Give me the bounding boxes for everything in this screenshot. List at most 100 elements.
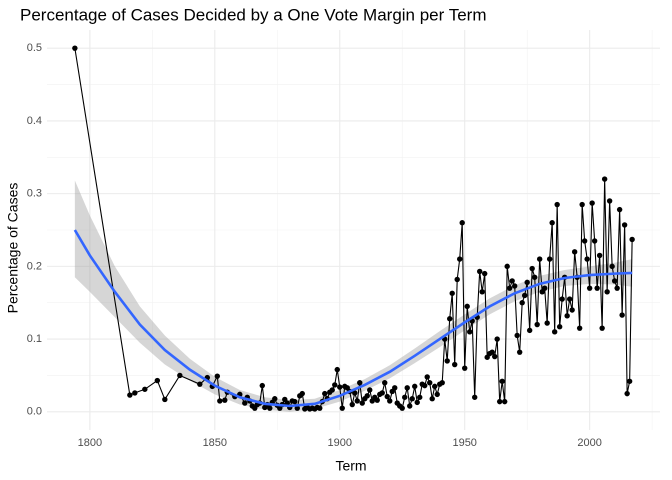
data-point (329, 387, 335, 393)
data-point (629, 236, 635, 243)
x-tick-label: 1800 (78, 437, 102, 449)
data-point (352, 390, 358, 396)
data-point (499, 378, 505, 384)
data-point (589, 200, 595, 206)
data-point (529, 265, 535, 272)
data-point (596, 252, 603, 259)
data-point (382, 380, 388, 386)
data-point (556, 324, 563, 330)
data-point (359, 400, 365, 406)
data-point (402, 394, 408, 400)
data-point (267, 405, 273, 411)
y-tick-label: 0.3 (27, 188, 42, 200)
data-point (481, 270, 488, 277)
data-point (489, 349, 495, 355)
data-point (476, 268, 483, 275)
data-point (337, 384, 343, 390)
data-point (349, 401, 355, 408)
data-point (242, 400, 248, 406)
data-point (614, 285, 620, 291)
data-point (531, 274, 538, 280)
data-point (519, 300, 525, 306)
data-point (357, 380, 363, 386)
data-point (299, 390, 305, 397)
data-point (412, 383, 418, 390)
data-point (414, 399, 420, 406)
data-point (566, 296, 573, 302)
y-tick-label: 0.5 (27, 42, 42, 54)
data-line (74, 48, 633, 411)
data-point (444, 358, 450, 364)
data-point (132, 390, 138, 396)
data-point (619, 312, 625, 318)
data-point (407, 403, 413, 409)
y-tick-label: 0.0 (27, 406, 42, 418)
data-point (606, 198, 613, 204)
data-point (417, 394, 423, 400)
data-point (432, 383, 438, 390)
data-point (317, 405, 323, 411)
x-tick-label: 1850 (203, 437, 227, 449)
data-point (399, 405, 405, 411)
data-point (599, 325, 605, 331)
data-point (506, 285, 513, 291)
data-point (142, 386, 148, 392)
data-point (334, 366, 340, 373)
data-point (434, 391, 440, 398)
data-point (604, 289, 610, 295)
data-point (551, 329, 558, 335)
data-point (526, 327, 533, 334)
data-point (127, 392, 133, 398)
data-point (544, 320, 550, 326)
data-point (511, 283, 518, 289)
data-point (339, 405, 345, 411)
data-point (379, 390, 385, 396)
data-point (626, 378, 633, 384)
data-point (579, 201, 585, 208)
data-point (491, 353, 498, 360)
data-point (449, 290, 455, 296)
data-point (524, 279, 530, 286)
data-point (424, 374, 430, 380)
data-point (494, 336, 500, 342)
confidence-band (74, 180, 633, 412)
data-point (292, 398, 298, 405)
data-point (447, 316, 453, 322)
data-point (259, 382, 265, 389)
data-point (294, 405, 300, 411)
data-point (404, 385, 410, 391)
data-point (214, 373, 221, 379)
data-point (594, 285, 600, 291)
x-tick-label: 1950 (452, 437, 476, 449)
data-point (609, 263, 615, 270)
data-point (464, 303, 470, 310)
data-point (611, 278, 618, 284)
data-point (439, 380, 445, 386)
data-point (354, 398, 360, 404)
chart-title: Percentage of Cases Decided by a One Vot… (20, 5, 487, 24)
data-point (569, 307, 575, 313)
data-point (571, 249, 578, 255)
data-point (467, 329, 473, 335)
data-point (367, 387, 373, 393)
data-point (546, 256, 553, 262)
data-point (222, 397, 228, 403)
data-point (272, 396, 278, 402)
x-tick-label: 1900 (328, 437, 352, 449)
data-point (509, 278, 515, 284)
data-point (459, 220, 465, 226)
data-point (422, 382, 428, 389)
smooth-line (73, 229, 633, 408)
data-point (429, 396, 435, 402)
data-point (217, 398, 223, 404)
data-point (197, 381, 203, 387)
data-point (322, 390, 328, 397)
data-point (624, 390, 630, 397)
data-point (534, 321, 540, 328)
data-point (554, 201, 560, 208)
data-point (409, 396, 415, 402)
data-point (516, 349, 523, 355)
data-point (332, 382, 338, 388)
data-point (457, 256, 463, 262)
